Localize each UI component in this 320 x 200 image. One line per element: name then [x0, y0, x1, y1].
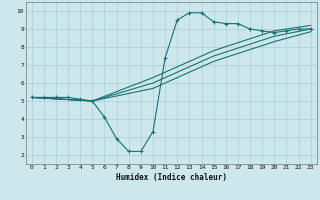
X-axis label: Humidex (Indice chaleur): Humidex (Indice chaleur) [116, 173, 227, 182]
